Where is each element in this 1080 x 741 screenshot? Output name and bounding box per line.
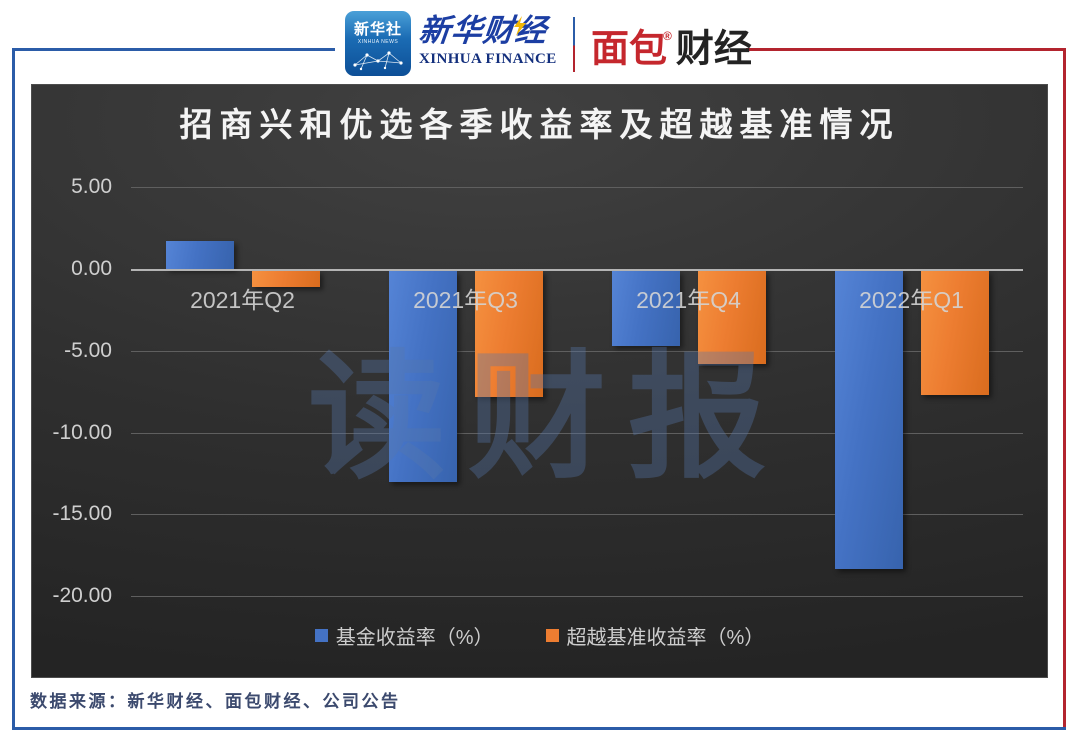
bar-2021年Q3-超越基准收益率（%） — [474, 271, 543, 397]
gridline — [131, 596, 1023, 597]
xinhua-news-logo-en: XINHUA NEWS — [357, 39, 399, 45]
xinhua-finance-logo-en: XINHUA FINANCE — [419, 51, 557, 67]
y-axis-tick-label: -20.00 — [52, 584, 112, 607]
frame-bottom-line — [12, 727, 1066, 730]
y-axis-tick-label: -5.00 — [64, 338, 112, 362]
legend-swatch-icon — [545, 629, 559, 642]
bar-2021年Q2-超越基准收益率（%） — [251, 271, 320, 288]
xinhua-finance-logo-cn: 新华财经 — [417, 13, 549, 48]
category-label: 2022年Q1 — [859, 287, 964, 313]
xinhua-news-logo-cn: 新华社 — [353, 21, 402, 38]
frame-right-line — [1063, 48, 1066, 730]
xinhua-news-logo: 新华社 XINHUA NEWS — [345, 11, 411, 76]
bar-2021年Q4-超越基准收益率（%） — [697, 271, 766, 365]
chart-legend: 基金收益率（%） 超越基准收益率（%） — [32, 621, 1047, 650]
registered-mark-icon: ® — [663, 29, 672, 43]
frame-top-left-line — [12, 48, 335, 51]
bar-2021年Q3-基金收益率（%） — [388, 271, 457, 482]
y-axis-tick-label: -15.00 — [52, 502, 112, 526]
y-axis-tick-label: 0.00 — [71, 257, 112, 280]
legend-item: 超越基准收益率（%） — [545, 621, 765, 650]
network-globe-icon — [353, 51, 403, 71]
gridline — [131, 187, 1023, 189]
category-label: 2021年Q2 — [190, 287, 295, 313]
legend-label: 超越基准收益率（%） — [566, 627, 765, 649]
bar-2022年Q1-超越基准收益率（%） — [920, 271, 989, 396]
bar-2022年Q1-基金收益率（%） — [834, 271, 903, 569]
bar-2021年Q2-基金收益率（%） — [165, 241, 234, 269]
category-label: 2021年Q3 — [413, 287, 518, 313]
chart-title: 招商兴和优选各季收益率及超越基准情况 — [179, 106, 900, 143]
legend-item: 基金收益率（%） — [314, 621, 494, 650]
frame-top-right-line — [746, 48, 1066, 51]
xinhua-finance-logo: 新华财经 XINHUA FINANCE — [417, 13, 569, 68]
bar-2021年Q4-基金收益率（%） — [611, 271, 680, 347]
zero-axis-line — [131, 269, 1023, 271]
y-axis-tick-label: -10.00 — [52, 420, 112, 444]
data-source-note: 数据来源：新华财经、面包财经、公司公告 — [30, 692, 401, 712]
legend-label: 基金收益率（%） — [335, 627, 494, 649]
logo-separator-line — [573, 17, 575, 72]
y-axis-tick-label: 5.00 — [71, 175, 112, 199]
mianbao-logo-part2: 财经 — [675, 28, 752, 71]
mianbao-logo-part1: 面包 — [591, 28, 668, 71]
legend-swatch-icon — [314, 629, 328, 642]
lightning-bolt-icon — [514, 16, 526, 36]
category-label: 2021年Q4 — [636, 287, 741, 313]
gridline — [131, 350, 1023, 352]
frame-left-line — [12, 48, 15, 730]
gridline — [131, 432, 1023, 434]
mianbao-finance-logo: 面包® 财经 — [591, 21, 752, 73]
gridline — [131, 514, 1023, 516]
bar-chart-panel: 招商兴和优选各季收益率及超越基准情况 5.00 0.00 -5.00 -10.00 -1… — [31, 84, 1048, 678]
